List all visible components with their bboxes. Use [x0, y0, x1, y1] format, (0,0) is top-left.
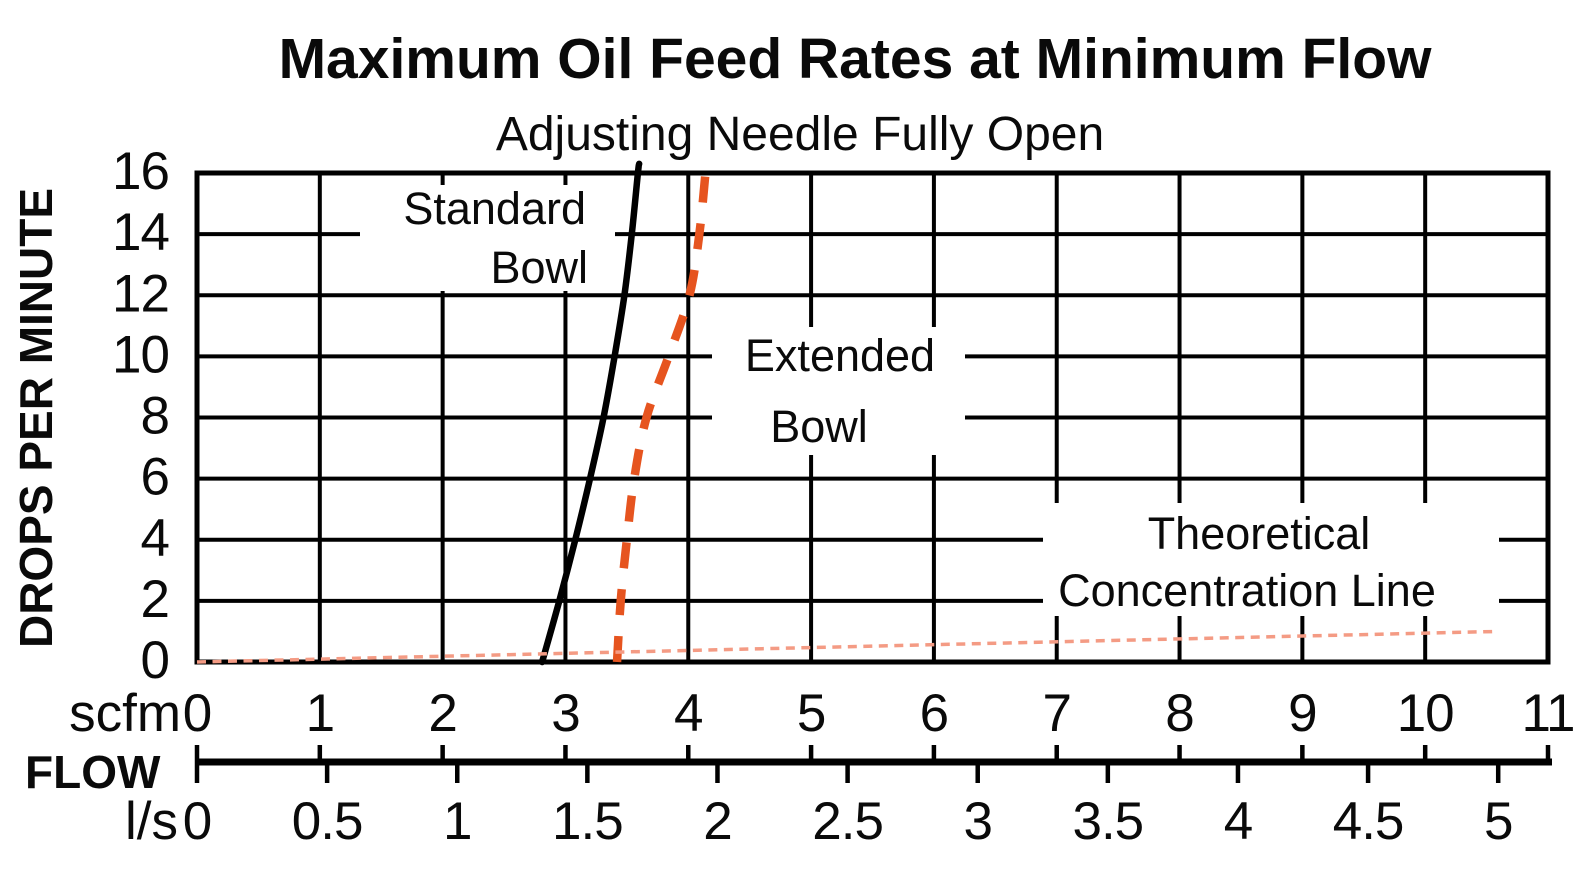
ls-tick-label: 4.5 — [1333, 792, 1404, 851]
scfm-tick-label: 2 — [428, 684, 456, 743]
scfm-tick-label: 3 — [551, 684, 579, 743]
flow-axis-label: FLOW — [25, 746, 161, 798]
y-tick-label: 12 — [112, 264, 169, 323]
standard-bowl-curve — [538, 160, 643, 666]
ls-tick-label: 2 — [703, 792, 731, 851]
y-axis-label: DROPS PER MINUTE — [10, 188, 62, 648]
ls-tick-label: 1.5 — [552, 792, 623, 851]
chart-subtitle: Adjusting Needle Fully Open — [496, 108, 1104, 161]
ls-tick-label: 3 — [963, 792, 991, 851]
ls-tick-label: 0 — [183, 792, 211, 851]
ls-tick-label: 0.5 — [292, 792, 363, 851]
extended-bowl-label-line2: Bowl — [770, 401, 868, 452]
theoretical-label-line2: Concentration Line — [1058, 565, 1436, 616]
theoretical-annotation: Theoretical Concentration Line — [1058, 508, 1436, 616]
scfm-tick-label: 8 — [1165, 684, 1193, 743]
flow-ruler — [194, 745, 1552, 783]
standard-bowl-label-line2: Bowl — [490, 242, 588, 293]
y-tick-label: 8 — [141, 387, 169, 446]
extended-bowl-annotation: Extended Bowl — [745, 330, 935, 452]
ls-unit-label: l/s — [125, 792, 178, 851]
y-tick-label: 10 — [112, 325, 169, 384]
scfm-tick-label: 5 — [797, 684, 825, 743]
data-curves — [196, 160, 1498, 666]
y-tick-label: 14 — [112, 203, 169, 262]
scfm-tick-label: 7 — [1042, 684, 1070, 743]
standard-bowl-annotation: Standard Bowl — [403, 183, 588, 293]
y-tick-label: 16 — [112, 142, 169, 201]
ls-tick-label: 2.5 — [812, 792, 883, 851]
scfm-unit-label: scfm — [69, 684, 181, 743]
ls-tick-label: 1 — [443, 792, 471, 851]
scfm-tick-label: 10 — [1397, 684, 1454, 743]
extended-bowl-curve — [612, 161, 711, 663]
standard-bowl-label-line1: Standard — [403, 183, 586, 234]
ls-tick-label: 5 — [1484, 792, 1512, 851]
scfm-tick-label: 11 — [1521, 684, 1574, 743]
ls-tick-label: 4 — [1224, 792, 1252, 851]
y-tick-label: 2 — [141, 570, 169, 629]
extended-bowl-label-line1: Extended — [745, 330, 935, 381]
scfm-tick-label: 4 — [674, 684, 702, 743]
ls-tick-label: 3.5 — [1072, 792, 1143, 851]
chart-title: Maximum Oil Feed Rates at Minimum Flow — [279, 27, 1433, 91]
label-masks — [360, 185, 1499, 616]
y-tick-label: 6 — [141, 448, 169, 507]
standard-bowl-label-mask — [360, 185, 615, 291]
theoretical-label-line1: Theoretical — [1148, 508, 1371, 559]
y-tick-label: 4 — [141, 509, 169, 568]
scfm-tick-label: 9 — [1288, 684, 1316, 743]
scfm-tick-label: 0 — [183, 684, 211, 743]
extended-bowl-label-mask — [712, 327, 965, 455]
y-tick-label: 0 — [141, 631, 169, 690]
scfm-tick-label: 1 — [306, 684, 334, 743]
theoretical-label-mask — [1043, 503, 1499, 616]
scfm-tick-label: 6 — [920, 684, 948, 743]
